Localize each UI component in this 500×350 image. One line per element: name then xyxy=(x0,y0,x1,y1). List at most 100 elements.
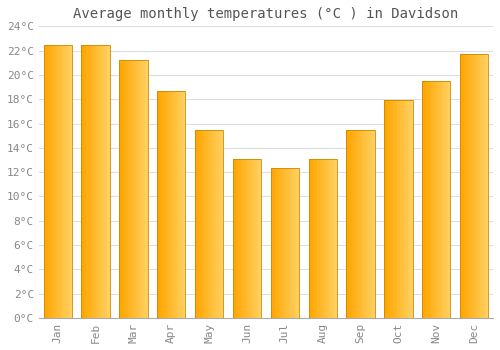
Bar xyxy=(476,54,477,318)
Bar xyxy=(219,130,220,318)
Bar xyxy=(176,91,177,318)
Bar xyxy=(60,44,62,318)
Bar xyxy=(320,159,322,318)
Bar xyxy=(246,159,247,318)
Bar xyxy=(144,60,145,318)
Bar xyxy=(210,130,212,318)
Bar xyxy=(244,159,246,318)
Bar xyxy=(199,130,200,318)
Bar xyxy=(178,91,180,318)
Bar xyxy=(387,100,388,318)
Bar xyxy=(448,81,449,318)
Bar xyxy=(84,44,86,318)
Bar xyxy=(260,159,261,318)
Bar xyxy=(177,91,178,318)
Bar xyxy=(328,159,330,318)
Bar xyxy=(254,159,256,318)
Bar xyxy=(439,81,440,318)
Bar xyxy=(362,130,364,318)
Bar xyxy=(308,159,310,318)
Bar xyxy=(160,91,162,318)
Bar xyxy=(98,44,100,318)
Bar xyxy=(445,81,446,318)
Bar xyxy=(220,130,222,318)
Title: Average monthly temperatures (°C ) in Davidson: Average monthly temperatures (°C ) in Da… xyxy=(74,7,458,21)
Bar xyxy=(422,81,424,318)
Bar xyxy=(308,159,337,318)
Bar xyxy=(45,44,46,318)
Bar xyxy=(310,159,312,318)
Bar xyxy=(346,130,375,318)
Bar xyxy=(346,130,348,318)
Bar xyxy=(202,130,203,318)
Bar xyxy=(145,60,146,318)
Bar xyxy=(142,60,144,318)
Bar xyxy=(97,44,98,318)
Bar xyxy=(350,130,352,318)
Bar xyxy=(126,60,128,318)
Bar xyxy=(279,168,280,318)
Bar xyxy=(388,100,390,318)
Bar xyxy=(58,44,59,318)
Bar xyxy=(275,168,276,318)
Bar xyxy=(46,44,48,318)
Bar xyxy=(238,159,240,318)
Bar xyxy=(482,54,484,318)
Bar xyxy=(330,159,331,318)
Bar xyxy=(295,168,296,318)
Bar xyxy=(140,60,142,318)
Bar xyxy=(248,159,250,318)
Bar xyxy=(348,130,349,318)
Bar xyxy=(470,54,472,318)
Bar xyxy=(157,91,186,318)
Bar xyxy=(290,168,292,318)
Bar xyxy=(464,54,466,318)
Bar xyxy=(134,60,135,318)
Bar xyxy=(163,91,164,318)
Bar xyxy=(354,130,355,318)
Bar xyxy=(107,44,108,318)
Bar xyxy=(324,159,326,318)
Bar xyxy=(289,168,290,318)
Bar xyxy=(250,159,252,318)
Bar xyxy=(252,159,254,318)
Bar xyxy=(48,44,49,318)
Bar xyxy=(218,130,219,318)
Bar xyxy=(234,159,235,318)
Bar xyxy=(208,130,209,318)
Bar xyxy=(242,159,244,318)
Bar xyxy=(166,91,167,318)
Bar xyxy=(313,159,314,318)
Bar xyxy=(257,159,258,318)
Bar xyxy=(286,168,288,318)
Bar xyxy=(272,168,274,318)
Bar xyxy=(195,130,224,318)
Bar xyxy=(460,54,488,318)
Bar xyxy=(334,159,336,318)
Bar xyxy=(366,130,368,318)
Bar xyxy=(460,54,462,318)
Bar xyxy=(384,100,386,318)
Bar xyxy=(486,54,487,318)
Bar xyxy=(247,159,248,318)
Bar xyxy=(120,60,122,318)
Bar xyxy=(296,168,298,318)
Bar xyxy=(200,130,202,318)
Bar xyxy=(88,44,90,318)
Bar xyxy=(314,159,316,318)
Bar xyxy=(82,44,110,318)
Bar xyxy=(284,168,285,318)
Bar xyxy=(52,44,54,318)
Bar xyxy=(355,130,356,318)
Bar xyxy=(288,168,289,318)
Bar xyxy=(397,100,398,318)
Bar xyxy=(86,44,87,318)
Bar xyxy=(130,60,132,318)
Bar xyxy=(136,60,138,318)
Bar xyxy=(316,159,317,318)
Bar xyxy=(233,159,261,318)
Bar xyxy=(125,60,126,318)
Bar xyxy=(394,100,396,318)
Bar xyxy=(466,54,467,318)
Bar xyxy=(94,44,96,318)
